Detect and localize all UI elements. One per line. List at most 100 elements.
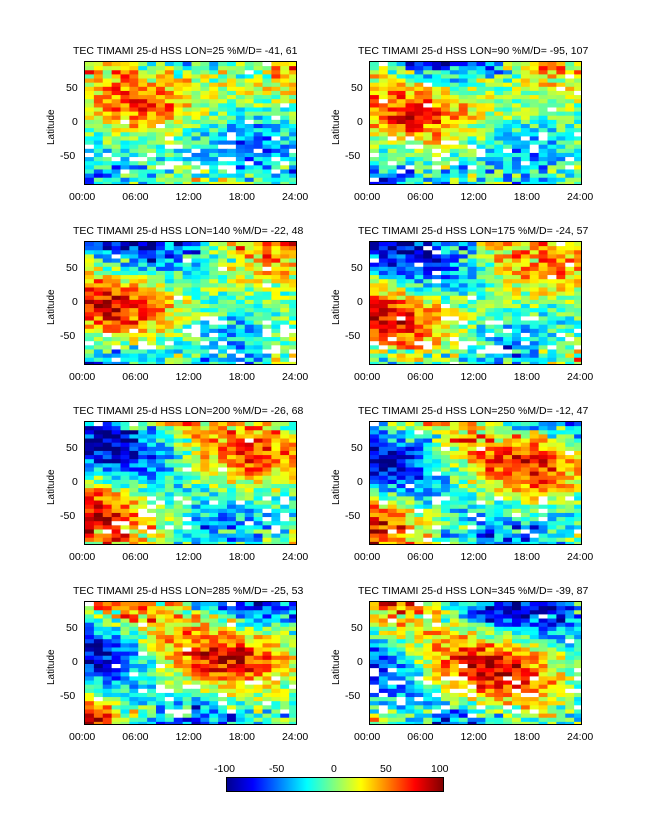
heatmap-cell [129, 446, 139, 452]
heatmap-cell [93, 177, 104, 183]
heatmap-cell [289, 664, 296, 669]
heatmap-cell [85, 328, 95, 334]
heatmap-cell [414, 144, 424, 150]
heatmap-cell [378, 361, 389, 364]
heatmap-cell [93, 614, 104, 620]
heatmap-cell [253, 173, 264, 179]
heatmap-cell [262, 74, 272, 80]
heatmap-cell [547, 328, 557, 334]
heatmap-cell [405, 136, 415, 142]
heatmap-cell [111, 157, 122, 162]
heatmap-cell [476, 353, 486, 359]
heatmap-cell [405, 496, 415, 502]
heatmap-cell [111, 152, 122, 158]
heatmap-cell [253, 242, 264, 247]
heatmap-cell [405, 328, 415, 334]
heatmap-cell [85, 512, 95, 518]
heatmap-cell [503, 345, 513, 350]
heatmap-cell [244, 496, 255, 502]
heatmap-cell [200, 529, 210, 535]
heatmap-cell [467, 438, 478, 444]
heatmap-cell [449, 337, 460, 342]
heatmap-cell [538, 144, 549, 150]
heatmap-cell [200, 308, 210, 313]
heatmap-cell [227, 655, 237, 661]
heatmap-cell [209, 651, 219, 657]
heatmap-cell [387, 291, 398, 297]
heatmap-cell [138, 521, 148, 526]
heatmap-cell [529, 119, 540, 125]
heatmap-cell [173, 529, 184, 535]
heatmap-cell [182, 144, 193, 150]
heatmap-cell [271, 422, 281, 427]
heatmap-cell [262, 349, 272, 355]
heatmap-cell [538, 70, 549, 75]
heatmap-cell [529, 169, 540, 175]
heatmap-cell [147, 78, 157, 84]
heatmap-cell [494, 270, 504, 276]
heatmap-cell [111, 450, 122, 456]
heatmap-cell [147, 266, 157, 272]
heatmap-cell [529, 90, 540, 96]
heatmap-cell [191, 246, 201, 251]
heatmap-cell [512, 463, 522, 468]
heatmap-cell [503, 320, 513, 326]
heatmap-cell [191, 132, 201, 137]
heatmap-cell [164, 82, 175, 88]
heatmap-cell [93, 446, 104, 452]
heatmap-cell [244, 283, 255, 288]
heatmap-cell [262, 672, 272, 677]
heatmap-cell [441, 169, 451, 175]
heatmap-cell [538, 173, 549, 179]
heatmap-cell [244, 442, 255, 448]
heatmap-cell [102, 422, 113, 427]
heatmap-cell [209, 496, 219, 502]
heatmap-cell [423, 90, 433, 96]
heatmap-cell [138, 86, 148, 92]
heatmap-cell [289, 471, 296, 477]
heatmap-cell [129, 434, 139, 440]
heatmap-cell [138, 62, 148, 67]
heatmap-cell [370, 517, 380, 522]
heatmap-cell [538, 291, 549, 297]
heatmap-cell [93, 639, 104, 644]
heatmap-cell [574, 537, 581, 543]
heatmap-cell [494, 74, 504, 80]
heatmap-cell [476, 181, 486, 184]
heatmap-cell [262, 606, 272, 611]
heatmap-cell [512, 157, 522, 162]
heatmap-cell [191, 332, 201, 338]
heatmap-cell [538, 332, 549, 338]
heatmap-cell [547, 357, 557, 363]
heatmap-cell [547, 169, 557, 175]
heatmap-cell [147, 312, 157, 317]
heatmap-cell [370, 279, 380, 284]
heatmap-cell [503, 90, 513, 96]
heatmap-cell [387, 99, 398, 104]
heatmap-cell [253, 533, 264, 539]
heatmap-cell [565, 467, 575, 473]
heatmap-cell [209, 643, 219, 648]
heatmap-cell [396, 283, 407, 288]
heatmap-cell [102, 161, 113, 166]
heatmap-cell [156, 287, 166, 293]
heatmap-cell [441, 287, 451, 293]
heatmap-cell [512, 504, 522, 510]
heatmap-cell [289, 161, 296, 166]
heatmap-cell [85, 668, 95, 673]
heatmap-cell [503, 78, 513, 84]
heatmap-cell [449, 422, 460, 427]
heatmap-cell [476, 479, 486, 485]
heatmap-cell [458, 90, 469, 96]
heatmap-cell [370, 119, 380, 125]
heatmap-cell [441, 78, 451, 84]
heatmap-cell [182, 521, 193, 526]
heatmap-cell [414, 78, 424, 84]
heatmap-cell [494, 103, 504, 108]
heatmap-cell [378, 541, 389, 544]
heatmap-cell [227, 250, 237, 255]
heatmap-cell [449, 275, 460, 280]
heatmap-cell [138, 537, 148, 543]
heatmap-cell [227, 78, 237, 84]
heatmap-cell [520, 455, 531, 460]
